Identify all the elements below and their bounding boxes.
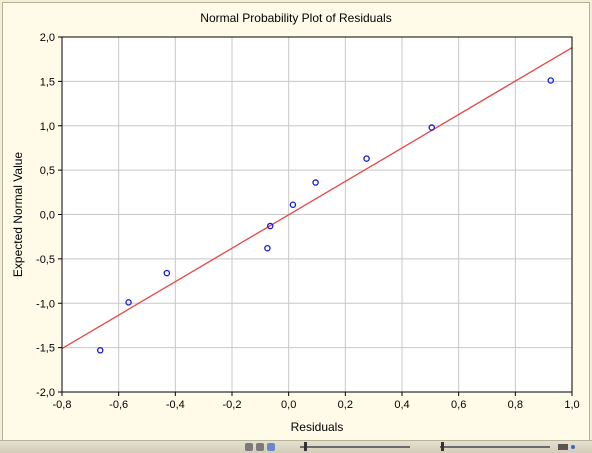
y-tick-label: 1,0 bbox=[40, 121, 55, 133]
y-tick-label: 0,5 bbox=[40, 165, 55, 177]
x-tick-label: 0,0 bbox=[281, 399, 296, 411]
data-point bbox=[125, 299, 132, 306]
brush-icon[interactable] bbox=[267, 442, 275, 451]
data-point bbox=[97, 347, 104, 354]
x-tick-label: 0,2 bbox=[338, 399, 353, 411]
pointer-icon[interactable] bbox=[245, 442, 253, 451]
y-tick-label: -1,0 bbox=[36, 298, 55, 310]
zoom-slider-thumb[interactable] bbox=[304, 442, 307, 451]
y-tick-label: -1,5 bbox=[36, 343, 55, 355]
fit-line bbox=[61, 47, 573, 350]
y-tick-label: -0,5 bbox=[36, 254, 55, 266]
data-point bbox=[163, 269, 171, 277]
y-tick-label: -2,0 bbox=[36, 387, 55, 399]
data-point bbox=[289, 201, 297, 208]
status-right bbox=[558, 442, 588, 451]
scroll-slider[interactable] bbox=[440, 446, 550, 448]
status-bar bbox=[0, 440, 592, 453]
data-point bbox=[547, 77, 555, 84]
x-tick-label: -0,6 bbox=[109, 399, 128, 411]
y-tick-label: 2,0 bbox=[40, 32, 55, 44]
status-tools bbox=[245, 442, 295, 451]
x-tick-label: 0,6 bbox=[451, 399, 466, 411]
x-tick-label: -0,8 bbox=[53, 399, 72, 411]
chart-title: Normal Probability Plot of Residuals bbox=[200, 11, 392, 25]
x-axis-label: Residuals bbox=[291, 420, 344, 434]
x-tick-label: 1,0 bbox=[564, 399, 579, 411]
collapse-icon[interactable] bbox=[571, 444, 575, 449]
data-point bbox=[264, 244, 271, 252]
plot-frame bbox=[61, 36, 573, 393]
data-point bbox=[312, 179, 319, 186]
zoom-slider[interactable] bbox=[300, 446, 410, 448]
magnifier-icon[interactable] bbox=[256, 442, 264, 451]
x-tick-label: -0,2 bbox=[223, 399, 242, 411]
normal-probability-plot: -0,8 -0,6 -0,4 -0,2 0,0 0,2 0,4 0,6 0,8 1,0 2,0 1,5… bbox=[11, 32, 580, 434]
x-tick-label: 0,4 bbox=[394, 399, 409, 411]
y-tick-label: 1,5 bbox=[40, 76, 55, 88]
data-point bbox=[266, 222, 274, 230]
y-axis-label: Expected Normal Value bbox=[11, 152, 25, 278]
layout-icon[interactable] bbox=[558, 443, 568, 450]
data-point bbox=[428, 124, 435, 131]
y-tick-label: 0,0 bbox=[40, 210, 55, 222]
x-tick-label: 0,8 bbox=[508, 399, 523, 411]
scroll-slider-thumb[interactable] bbox=[441, 442, 444, 451]
x-tick-label: -0,4 bbox=[166, 399, 185, 411]
data-point bbox=[363, 155, 370, 162]
